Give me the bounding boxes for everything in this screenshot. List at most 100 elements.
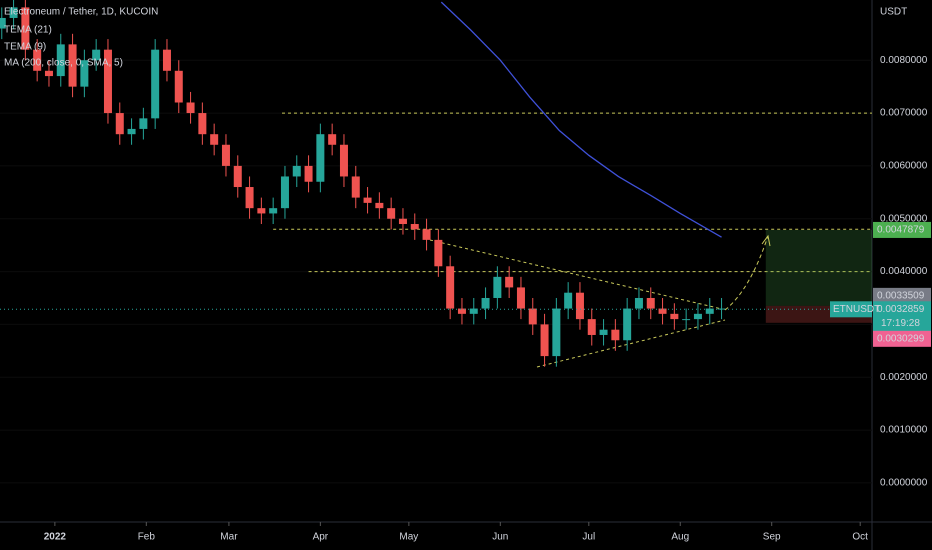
candle-body bbox=[151, 49, 160, 119]
x-tick-label: Aug bbox=[671, 532, 689, 543]
symbol-label: ETNUSDT bbox=[833, 304, 880, 315]
target-label-bg bbox=[873, 221, 931, 238]
candle-body bbox=[92, 49, 101, 61]
candle-body bbox=[316, 134, 325, 182]
candle-body bbox=[564, 292, 573, 309]
y-tick-label: 0.0000000 bbox=[880, 478, 928, 489]
y-tick-label: 0.0050000 bbox=[880, 213, 928, 224]
countdown-label: 17:19:28 bbox=[881, 318, 920, 329]
x-tick-label: May bbox=[399, 532, 418, 543]
candle-body bbox=[162, 49, 171, 71]
candle-body bbox=[233, 165, 242, 188]
candle-body bbox=[552, 308, 561, 357]
candle-body bbox=[115, 113, 124, 135]
candle-body bbox=[398, 218, 407, 225]
candle-body bbox=[646, 297, 655, 309]
candle-body bbox=[717, 308, 726, 310]
candle-body bbox=[245, 187, 254, 209]
target-label: 0.0047879 bbox=[877, 225, 925, 236]
candle-body bbox=[599, 329, 608, 335]
indicator-label: MA (200, close, 0, SMA, 5) bbox=[4, 58, 123, 69]
candle-body bbox=[387, 208, 396, 219]
trend-line bbox=[536, 319, 726, 368]
entry-label: 0.0033509 bbox=[877, 291, 925, 302]
candle-body bbox=[540, 324, 549, 357]
candle-body bbox=[611, 329, 620, 341]
candle-body bbox=[56, 44, 65, 77]
candle-body bbox=[33, 49, 42, 71]
x-tick-label: Apr bbox=[313, 532, 329, 543]
candle-body bbox=[623, 308, 632, 341]
x-tick-label: Jun bbox=[492, 532, 508, 543]
candle-body bbox=[68, 44, 77, 87]
candle-body bbox=[516, 287, 525, 309]
candle-body bbox=[0, 17, 6, 29]
candle-body bbox=[292, 165, 301, 177]
candle-body bbox=[339, 144, 348, 177]
last-price-bg bbox=[873, 301, 931, 332]
candle-body bbox=[446, 266, 455, 309]
candle-body bbox=[505, 276, 514, 288]
y-tick-label: 0.0010000 bbox=[880, 425, 928, 436]
candle-body bbox=[670, 313, 679, 320]
candle-body bbox=[210, 134, 219, 145]
stop-label: 0.0030299 bbox=[877, 333, 925, 344]
symbol-bg bbox=[830, 301, 872, 318]
candle-body bbox=[363, 197, 372, 203]
candle-body bbox=[127, 128, 136, 135]
candle-body bbox=[410, 224, 419, 230]
candle-body bbox=[528, 308, 537, 325]
candle-body bbox=[221, 144, 230, 166]
candle-body bbox=[481, 297, 490, 309]
candle-body bbox=[257, 208, 266, 214]
candle-body bbox=[328, 134, 337, 145]
candle-body bbox=[575, 292, 584, 320]
candle-body bbox=[469, 308, 478, 314]
chart-title: Electroneum / Tether, 1D, KUCOIN bbox=[4, 7, 158, 18]
y-tick-label: 0.0080000 bbox=[880, 55, 928, 66]
candle-body bbox=[280, 176, 289, 209]
candle-body bbox=[493, 276, 502, 298]
ma-line bbox=[440, 1, 722, 238]
last-price-label: 0.0032859 bbox=[877, 304, 925, 315]
candle-body bbox=[139, 118, 148, 129]
indicator-label: TEMA (9) bbox=[4, 42, 46, 53]
plot-area bbox=[0, 0, 872, 484]
candle-body bbox=[186, 102, 195, 114]
candle-body bbox=[457, 308, 466, 314]
candle-body bbox=[422, 229, 431, 240]
candle-body bbox=[375, 202, 384, 209]
candle-body bbox=[198, 113, 207, 135]
y-tick-label: 0.0060000 bbox=[880, 161, 928, 172]
candle-body bbox=[693, 313, 702, 320]
stop-label-bg bbox=[873, 330, 931, 347]
candle-body bbox=[682, 319, 691, 321]
candle-body bbox=[103, 49, 112, 114]
entry-label-bg bbox=[873, 287, 931, 304]
y-axis-label: USDT bbox=[880, 7, 907, 18]
profit-zone bbox=[765, 229, 872, 306]
x-tick-label: Oct bbox=[852, 532, 868, 543]
projection-arrow bbox=[724, 235, 769, 311]
y-tick-label: 0.0020000 bbox=[880, 372, 928, 383]
candle-body bbox=[351, 176, 360, 198]
y-tick-label: 0.0040000 bbox=[880, 266, 928, 277]
candle-body bbox=[269, 208, 278, 214]
trend-line bbox=[429, 239, 723, 310]
x-tick-label: Feb bbox=[138, 532, 156, 543]
x-tick-label: Mar bbox=[220, 532, 238, 543]
candle-body bbox=[174, 70, 183, 103]
candle-body bbox=[21, 7, 30, 50]
x-tick-label: Jul bbox=[582, 532, 595, 543]
candle-body bbox=[587, 319, 596, 335]
candle-body bbox=[9, 7, 18, 18]
candle-body bbox=[304, 165, 313, 182]
x-tick-label: Sep bbox=[763, 532, 781, 543]
candle-body bbox=[434, 239, 443, 267]
projection-arrowhead bbox=[761, 234, 771, 247]
candle-body bbox=[80, 60, 89, 87]
candle-body bbox=[634, 297, 643, 309]
candle-body bbox=[705, 308, 714, 314]
